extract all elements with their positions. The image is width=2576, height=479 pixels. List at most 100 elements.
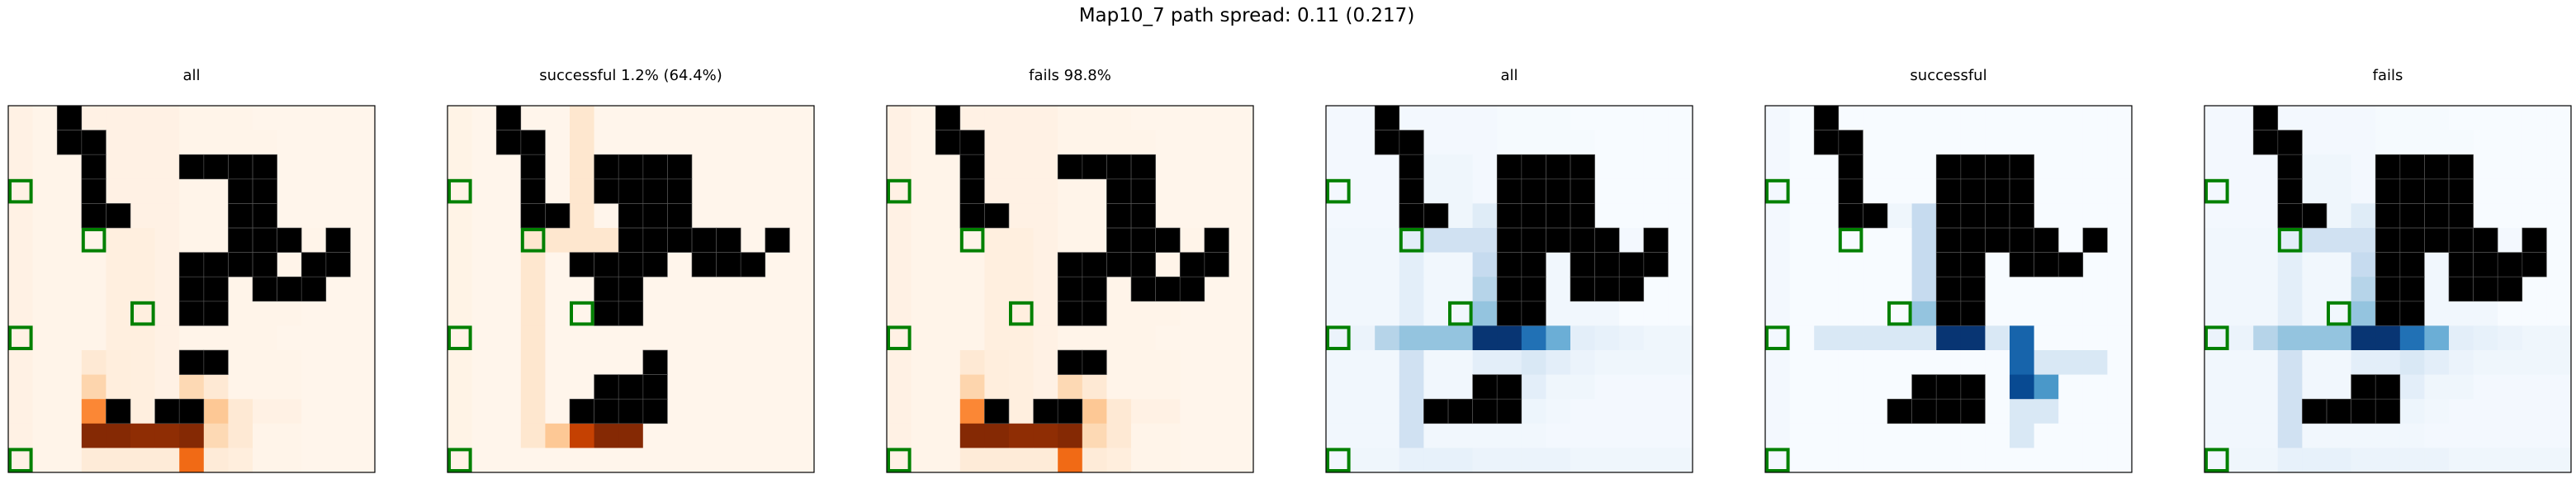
heatmap-cell [2082,252,2108,277]
heatmap-cell [154,325,180,351]
heatmap-cell [1326,350,1351,375]
heatmap-cell [2010,106,2034,130]
heatmap-cell [1350,228,1376,253]
heatmap-cell [2082,130,2108,155]
heatmap-cell [1765,423,1790,448]
heatmap-cell [1521,399,1546,424]
heatmap-cell [57,252,83,277]
heatmap-cell [471,374,497,400]
heatmap-cell [2204,252,2229,277]
heatmap-cell [2253,178,2279,204]
wall-cell [2522,228,2547,253]
wall-cell [1960,178,1986,204]
heatmap-cell [1009,130,1034,155]
heatmap-cell [520,277,546,302]
wall-cell-edge [1960,398,1986,424]
heatmap-cell [447,301,472,326]
heatmap-cell [2107,448,2133,473]
heatmap-cell [2277,252,2303,277]
heatmap-cell [1229,106,1254,130]
heatmap-cell [1350,154,1376,180]
panel-frame [7,105,376,473]
heatmap-cell [2082,106,2108,130]
heatmap-cell [1058,106,1083,130]
heatmap-cell [2277,325,2303,351]
wall-cell [2375,228,2401,253]
heatmap-cell [350,252,376,277]
heatmap-cell [106,277,131,302]
wall-cell [2399,178,2425,204]
heatmap-cell [2082,277,2108,302]
wall-cell-edge [740,252,766,277]
heatmap-cell [106,130,131,155]
heatmap-cell [1985,130,2010,155]
wall-cell [1936,252,1962,277]
heatmap-cell [2522,374,2547,400]
heatmap-cell [1765,106,1790,130]
wall-cell [1985,228,2010,253]
heatmap-cell [1180,374,1205,400]
heatmap-cell [2082,374,2108,400]
heatmap-cell [789,448,815,473]
heatmap-cell [1375,178,1400,204]
heatmap-cell [570,130,594,155]
heatmap-cell [2010,350,2034,375]
heatmap-cell [1472,130,1498,155]
wall-cell [1838,154,1863,180]
heatmap-cell [32,228,58,253]
heatmap-cell [1180,178,1205,204]
heatmap-cell [2277,106,2303,130]
heatmap-cell [1423,448,1449,473]
heatmap-cell [545,399,571,424]
heatmap-cell [935,399,961,424]
heatmap-cell [106,301,131,326]
wall-cell [765,228,790,253]
wall-cell-edge [765,227,790,253]
panel-frame [1764,105,2133,473]
heatmap-cell [1497,423,1522,448]
goal-marker [1765,448,1790,473]
wall-cell [2010,178,2034,204]
heatmap-cell [716,350,741,375]
heatmap-cell [2034,203,2059,229]
heatmap-cell [2351,277,2376,302]
heatmap-cell [1106,448,1132,473]
heatmap-cell [496,448,522,473]
heatmap-cell [179,423,205,448]
wall-cell [618,178,644,204]
heatmap-cell [228,301,253,326]
heatmap-cell [1814,399,1840,424]
heatmap-cell [471,130,497,155]
wall-cell [1570,178,1595,204]
heatmap-cell [2399,130,2425,155]
heatmap-cell [789,374,815,400]
heatmap-cell [2498,350,2523,375]
heatmap-cell [692,350,717,375]
heatmap-cell [2449,423,2474,448]
heatmap-cell [228,448,253,473]
heatmap-cell [1423,228,1449,253]
heatmap-cell [1546,325,1571,351]
wall-cell [1643,252,1669,277]
heatmap-cell [1326,448,1351,473]
heatmap-cell [1789,277,1815,302]
heatmap-cell [1472,106,1498,130]
wall-cell [1838,178,1863,204]
heatmap-cell [350,178,376,204]
heatmap-cell [471,325,497,351]
heatmap-cell [716,277,741,302]
heatmap-cell [1936,350,1962,375]
heatmap-cell [1887,448,1912,473]
heatmap-cell [2327,350,2351,375]
heatmap-cell [1497,448,1522,473]
wall-cell [667,228,693,253]
heatmap-cell [1838,350,1863,375]
heatmap-cell [253,448,277,473]
heatmap-cell [2010,301,2034,326]
heatmap-cell [1229,423,1254,448]
heatmap-cell [203,203,229,229]
heatmap-cell [203,325,229,351]
heatmap-cell [2546,277,2572,302]
heatmap-cell [2228,228,2254,253]
heatmap-cell [2302,228,2327,253]
